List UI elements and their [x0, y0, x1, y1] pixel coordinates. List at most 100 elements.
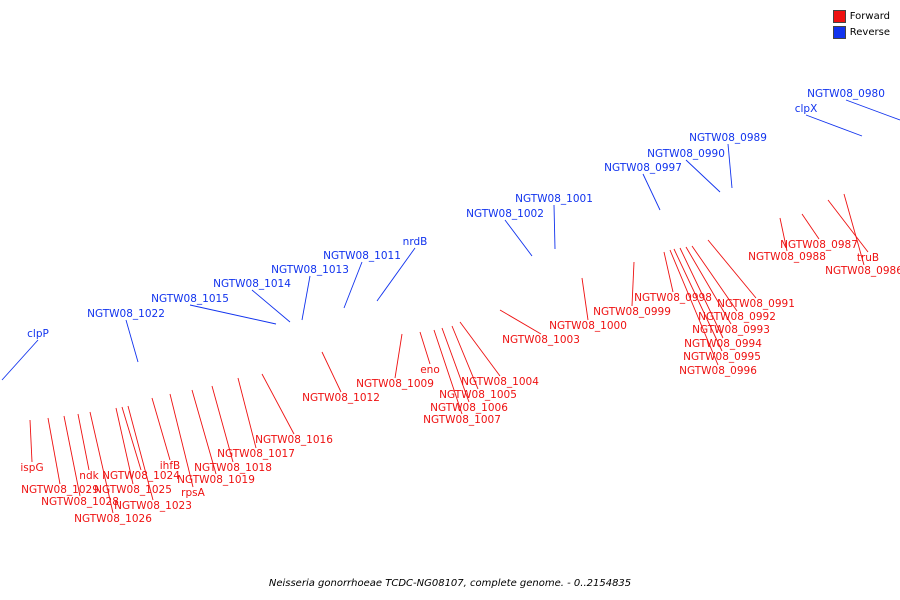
forward-gene-1-label: ispG [20, 462, 43, 474]
forward-gene-22-label: NGTW08_1003 [502, 334, 580, 346]
reverse-gene-5-label: NGTW08_1013 [271, 264, 349, 276]
forward-gene-28-label: NGTW08_0994 [684, 338, 762, 350]
forward-gene-25-label: NGTW08_0998 [634, 292, 712, 304]
forward-gene-1-leader [29, 419, 33, 463]
reverse-gene-7-leader [376, 247, 416, 302]
reverse-gene-2-leader [125, 319, 139, 363]
forward-gene-3-label: NGTW08_1028 [41, 496, 119, 508]
reverse-gene-13-leader [805, 114, 863, 137]
genome-title: Neisseria gonorrhoeae TCDC-NG08107, comp… [268, 578, 632, 589]
forward-gene-16-leader [394, 333, 403, 379]
forward-gene-32-leader [779, 217, 788, 252]
forward-gene-10-label: rpsA [181, 487, 205, 499]
forward-gene-12-label: NGTW08_1018 [194, 462, 272, 474]
forward-gene-11-leader [191, 389, 217, 475]
forward-gene-23-label: NGTW08_1000 [549, 320, 627, 332]
reverse-gene-1-label: clpP [27, 328, 49, 340]
reverse-gene-14-leader [845, 99, 900, 121]
legend-reverse-label: Reverse [849, 26, 890, 38]
reverse-gene-6-label: NGTW08_1011 [323, 250, 401, 262]
reverse-gene-8-leader [504, 219, 533, 257]
forward-gene-15-label: NGTW08_1012 [302, 392, 380, 404]
forward-gene-18-leader [433, 329, 463, 415]
forward-gene-20-leader [451, 325, 479, 390]
reverse-gene-13-label: clpX [795, 103, 818, 115]
forward-gene-10-leader [169, 393, 194, 488]
forward-gene-34-label: truB [857, 252, 879, 264]
forward-gene-29-leader [685, 246, 732, 325]
reverse-gene-14-label: NGTW08_0980 [807, 88, 885, 100]
forward-gene-15-leader [321, 351, 342, 393]
forward-gene-23-leader [581, 277, 589, 321]
forward-gene-5-leader [89, 411, 114, 514]
forward-gene-12-leader [211, 385, 234, 463]
reverse-gene-9-leader [553, 204, 556, 250]
forward-gene-7-label: NGTW08_1024 [102, 470, 180, 482]
forward-gene-24-label: NGTW08_0999 [593, 306, 671, 318]
legend-forward-label: Forward [849, 10, 890, 22]
forward-gene-4-label: ndk [79, 470, 99, 482]
forward-gene-11-label: NGTW08_1019 [177, 474, 255, 486]
forward-gene-4-leader [77, 413, 90, 471]
reverse-gene-8-label: NGTW08_1002 [466, 208, 544, 220]
forward-gene-2-leader [47, 417, 61, 485]
forward-gene-8-leader [127, 405, 154, 501]
forward-gene-30-leader [691, 245, 738, 312]
reverse-gene-10-label: NGTW08_0997 [604, 162, 682, 174]
forward-gene-27-label: NGTW08_0995 [683, 351, 761, 363]
forward-gene-19-leader [441, 327, 470, 403]
forward-gene-13-label: NGTW08_1017 [217, 448, 295, 460]
forward-gene-22-leader [499, 309, 542, 335]
forward-gene-5-label: NGTW08_1026 [74, 513, 152, 525]
forward-gene-28-leader [679, 247, 724, 339]
reverse-gene-12-label: NGTW08_0989 [689, 132, 767, 144]
forward-gene-21-leader [459, 321, 501, 377]
forward-gene-30-label: NGTW08_0992 [698, 311, 776, 323]
label-leader-lines [1, 99, 900, 514]
forward-gene-29-label: NGTW08_0993 [692, 324, 770, 336]
forward-gene-35-label: NGTW08_0986 [825, 265, 900, 277]
forward-gene-17-label: eno [420, 364, 440, 376]
reverse-gene-6-leader [343, 261, 363, 309]
forward-gene-24-leader [631, 261, 635, 307]
reverse-gene-7-label: nrdB [403, 236, 428, 248]
forward-gene-14-label: NGTW08_1016 [255, 434, 333, 446]
forward-gene-25-leader [663, 251, 674, 293]
forward-gene-19-label: NGTW08_1006 [430, 402, 508, 414]
reverse-swatch [832, 25, 846, 39]
forward-gene-31-label: NGTW08_0991 [717, 298, 795, 310]
forward-gene-20-label: NGTW08_1005 [439, 389, 517, 401]
forward-gene-32-label: NGTW08_0988 [748, 251, 826, 263]
reverse-gene-3-label: NGTW08_1015 [151, 293, 229, 305]
forward-gene-2-label: NGTW08_1029 [21, 484, 99, 496]
reverse-gene-4-leader [251, 289, 291, 323]
reverse-gene-2-label: NGTW08_1022 [87, 308, 165, 320]
forward-gene-8-label: NGTW08_1023 [114, 500, 192, 512]
reverse-gene-4-label: NGTW08_1014 [213, 278, 291, 290]
forward-gene-14-leader [261, 373, 295, 435]
reverse-gene-12-leader [727, 143, 733, 189]
forward-swatch [832, 9, 846, 23]
forward-gene-9-leader [151, 397, 171, 461]
forward-gene-34-leader [827, 199, 869, 253]
forward-gene-26-label: NGTW08_0996 [679, 365, 757, 377]
reverse-gene-11-leader [685, 159, 721, 193]
forward-gene-6-label: NGTW08_1025 [94, 484, 172, 496]
forward-gene-18-label: NGTW08_1007 [423, 414, 501, 426]
reverse-gene-1-leader [1, 339, 39, 381]
reverse-gene-10-leader [642, 173, 661, 211]
forward-gene-17-leader [419, 331, 431, 365]
forward-gene-21-label: NGTW08_1004 [461, 376, 539, 388]
reverse-gene-5-leader [301, 275, 311, 321]
reverse-gene-9-label: NGTW08_1001 [515, 193, 593, 205]
forward-gene-16-label: NGTW08_1009 [356, 378, 434, 390]
forward-gene-26-leader [669, 249, 719, 366]
forward-gene-35-leader [843, 193, 865, 266]
forward-gene-6-leader [115, 407, 134, 485]
forward-gene-31-leader [707, 239, 757, 299]
reverse-gene-3-leader [189, 304, 277, 325]
forward-gene-7-leader [121, 406, 142, 471]
forward-gene-33-label: NGTW08_0987 [780, 239, 858, 251]
forward-gene-13-leader [237, 377, 257, 449]
